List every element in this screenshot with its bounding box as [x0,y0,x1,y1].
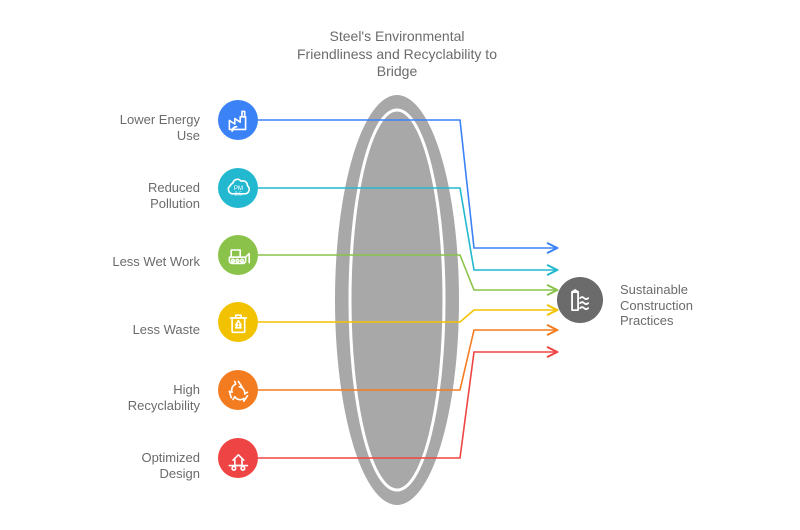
factory-leaf-icon [218,100,258,140]
connector-line [258,310,556,322]
input-item-label: High Recyclability [100,382,200,413]
connector-line [258,120,556,248]
diagram-title: Steel's Environmental Friendliness and R… [292,28,502,81]
output-label: Sustainable Construction Practices [620,282,730,329]
house-cart-icon [218,438,258,478]
recycle-arrows-icon [218,370,258,410]
diagram-canvas: Steel's Environmental Friendliness and R… [0,0,800,530]
connector-line [258,188,556,270]
dam-waves-icon [557,277,603,323]
svg-text:2.5: 2.5 [234,191,241,197]
connector-line [258,330,556,390]
bulldozer-icon [218,235,258,275]
input-item-label: Optimized Design [110,450,200,481]
input-item-label: Less Wet Work [90,254,200,270]
connector-line [258,255,556,290]
recycle-bin-icon [218,302,258,342]
input-item-label: Reduced Pollution [125,180,200,211]
input-item-label: Lower Energy Use [95,112,200,143]
connector-line [258,352,556,458]
pm25-icon: PM2.5 [218,168,258,208]
input-item-label: Less Waste [110,322,200,338]
